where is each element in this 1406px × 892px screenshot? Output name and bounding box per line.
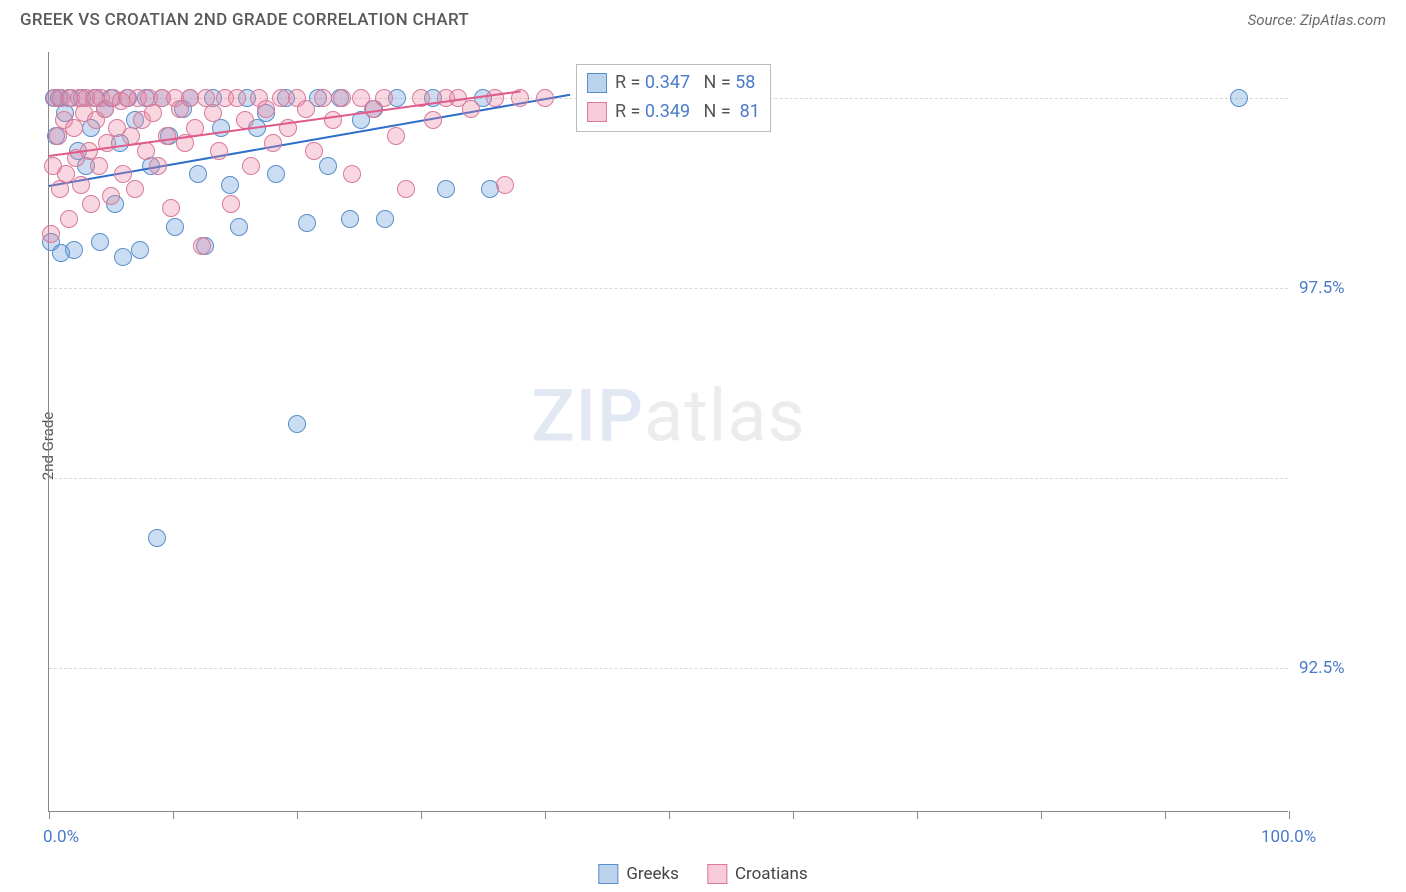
scatter-point [288,415,306,433]
scatter-point [424,111,442,129]
chart-source: Source: ZipAtlas.com [1248,11,1386,29]
legend-swatch [587,73,607,93]
scatter-point [193,237,211,255]
scatter-point [90,157,108,175]
scatter-point [1230,89,1248,107]
x-tick-label: 0.0% [43,827,79,847]
scatter-point [126,180,144,198]
scatter-point [221,176,239,194]
scatter-point [158,127,176,145]
x-tick-label: 100.0% [1261,827,1316,847]
legend-bottom: Greeks Croatians [598,864,807,884]
scatter-point [162,199,180,217]
scatter-point [65,119,83,137]
scatter-point [536,89,554,107]
scatter-point [210,142,228,160]
x-tick [49,811,50,819]
scatter-point [166,218,184,236]
x-tick [545,811,546,819]
scatter-point [462,100,480,118]
chart-title: GREEK VS CROATIAN 2ND GRADE CORRELATION … [20,10,469,30]
x-tick [669,811,670,819]
scatter-point [264,134,282,152]
scatter-point [314,89,332,107]
x-tick [1165,811,1166,819]
scatter-point [222,195,240,213]
scatter-point [131,241,149,259]
scatter-point [149,157,167,175]
scatter-point [82,195,100,213]
scatter-point [65,241,83,259]
legend-stats: R = 0.347 N = 58R = 0.349 N = 81 [576,64,771,132]
legend-item: Greeks [598,864,679,884]
scatter-point [102,187,120,205]
scatter-point [437,180,455,198]
scatter-point [297,100,315,118]
gridline [49,288,1288,289]
scatter-point [72,176,90,194]
y-tick-label: 97.5% [1299,278,1345,298]
y-tick-label: 92.5% [1299,658,1345,678]
scatter-point [60,210,78,228]
legend-swatch [587,102,607,122]
scatter-point [267,165,285,183]
scatter-point [257,100,275,118]
scatter-point [42,225,60,243]
scatter-point [387,127,405,145]
x-tick [1289,811,1290,819]
watermark: ZIPatlas [531,374,805,459]
x-tick [917,811,918,819]
scatter-point [305,142,323,160]
gridline [49,478,1288,479]
scatter-point [204,104,222,122]
scatter-point [333,89,351,107]
watermark-light: atlas [644,374,806,459]
scatter-point [343,165,361,183]
scatter-point [212,119,230,137]
scatter-point [148,529,166,547]
x-tick [1041,811,1042,819]
scatter-point [397,180,415,198]
chart-header: GREEK VS CROATIAN 2ND GRADE CORRELATION … [0,0,1406,36]
watermark-bold: ZIP [531,374,644,459]
gridline [49,668,1288,669]
scatter-point [341,210,359,228]
plot-area: ZIPatlas 92.5%97.5%0.0%100.0%R = 0.347 N… [48,52,1288,812]
scatter-point [91,233,109,251]
x-tick [793,811,794,819]
legend-label: Croatians [735,864,808,884]
legend-item: Croatians [707,864,808,884]
x-tick [421,811,422,819]
scatter-point [319,157,337,175]
legend-swatch [598,864,618,884]
legend-r-label: R = 0.349 N = 81 [615,98,760,127]
scatter-point [189,165,207,183]
x-tick [297,811,298,819]
scatter-point [375,89,393,107]
legend-r-label: R = 0.347 N = 58 [615,69,755,98]
legend-stats-row: R = 0.347 N = 58 [587,69,760,98]
scatter-point [496,176,514,194]
legend-stats-row: R = 0.349 N = 81 [587,98,760,127]
scatter-point [228,89,246,107]
scatter-point [298,214,316,232]
legend-label: Greeks [626,864,679,884]
x-tick [173,811,174,819]
scatter-point [486,89,504,107]
scatter-point [376,210,394,228]
scatter-point [230,218,248,236]
legend-swatch [707,864,727,884]
scatter-point [242,157,260,175]
